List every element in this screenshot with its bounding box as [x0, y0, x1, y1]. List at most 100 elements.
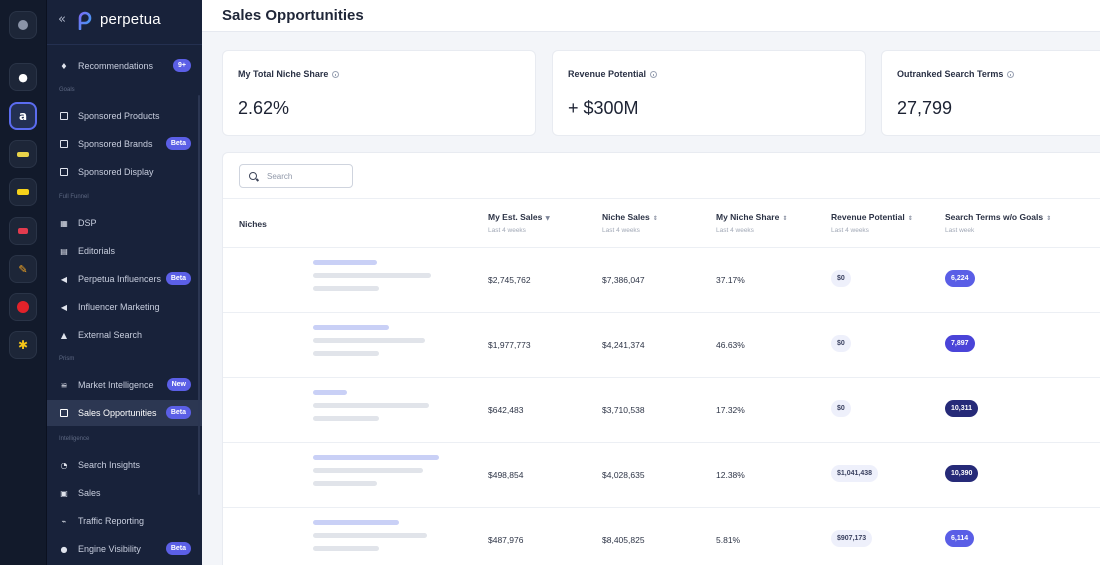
sales-icon: ▣ — [60, 488, 68, 498]
column-header-search-terms[interactable]: Search Terms w/o Goals ⇕ Last week — [945, 212, 1052, 234]
sidebar-item-sponsored-display[interactable]: Sponsored Display — [47, 159, 202, 185]
sidebar-item-engine-visibility[interactable]: ● Engine Visibility Beta — [47, 536, 202, 562]
sidebar-item-sales-opportunities[interactable]: Sales Opportunities Beta — [47, 400, 202, 426]
traffic-icon: ⌁ — [61, 516, 67, 526]
app-rail: ● a ✎ ✱ — [0, 0, 47, 565]
main-content: Sales Opportunities My Total Niche Share… — [202, 0, 1100, 565]
sidebar-item-sponsored-products[interactable]: Sponsored Products — [47, 103, 202, 129]
document-icon: ▤ — [60, 246, 68, 256]
collapse-icon[interactable]: « — [58, 11, 66, 27]
revenue-potential-badge: $0 — [831, 400, 851, 417]
table-header: Niches My Est. Sales ▼ Last 4 weeks Niche … — [223, 198, 1100, 248]
niche-share-cell: 37.17% — [716, 275, 745, 285]
search-terms-badge[interactable]: 7,897 — [945, 335, 975, 352]
display-icon — [59, 167, 69, 177]
sort-icon: ⇕ — [1046, 215, 1052, 222]
search-field[interactable] — [239, 164, 353, 188]
brand-icon — [59, 139, 69, 149]
sidebar: « perpetua ♦ Recommendations 9+ Goals Sp… — [47, 0, 202, 565]
search-icon — [249, 172, 257, 180]
amazon-icon[interactable]: a — [9, 102, 37, 130]
kpi-card-revenue-potential: Revenue Potential + $300M — [552, 50, 866, 136]
table-row[interactable]: $487,976 $8,405,825 5.81% $907,173 6,114 — [223, 508, 1100, 565]
sidebar-item-sponsored-brands[interactable]: Sponsored Brands Beta — [47, 131, 202, 157]
sidebar-item-sales[interactable]: ▣ Sales — [60, 488, 101, 498]
spark-icon[interactable]: ✱ — [9, 331, 37, 359]
card-title: Revenue Potential — [568, 69, 658, 79]
sidebar-item-dsp[interactable]: ▦ DSP — [60, 218, 97, 228]
sidebar-scrollbar[interactable] — [198, 95, 200, 495]
kpi-card-outranked-terms: Outranked Search Terms 27,799 — [881, 50, 1100, 136]
niche-sales-cell: $8,405,825 — [602, 535, 645, 545]
section-label-intelligence: Intelligence — [59, 436, 90, 442]
revenue-potential-badge: $907,173 — [831, 530, 873, 547]
table-row[interactable]: $1,977,773 $4,241,374 46.63% $0 7,897 — [223, 313, 1100, 378]
sidebar-item-traffic-reporting[interactable]: ⌁ Traffic Reporting — [47, 508, 202, 534]
revenue-potential-badge: $1,041,438 — [831, 465, 879, 482]
info-icon[interactable] — [332, 70, 340, 78]
record-icon[interactable] — [9, 293, 37, 321]
niche-share-cell: 12.38% — [716, 470, 745, 480]
niche-name-blurred[interactable] — [313, 520, 427, 559]
sort-icon: ⇕ — [907, 215, 913, 222]
instacart-icon[interactable] — [9, 178, 37, 206]
sort-desc-icon: ▼ — [545, 215, 550, 222]
pin-icon: ● — [60, 544, 68, 554]
column-header-niches[interactable]: Niches — [239, 219, 267, 229]
column-header-revenue-potential[interactable]: Revenue Potential ⇕ Last 4 weeks — [831, 212, 913, 234]
column-header-niche-sales[interactable]: Niche Sales ⇕ Last 4 weeks — [602, 212, 658, 234]
logo-text: perpetua — [99, 10, 161, 28]
sidebar-item-recommendations[interactable]: ♦ Recommendations 9+ — [47, 53, 202, 79]
card-value: + $300M — [568, 98, 639, 118]
niche-name-blurred[interactable] — [313, 325, 425, 364]
table-row[interactable]: $498,854 $4,028,635 12.38% $1,041,438 10… — [223, 443, 1100, 508]
sidebar-item-external-search[interactable]: ▲ External Search — [60, 330, 143, 340]
search-terms-badge[interactable]: 10,311 — [945, 400, 979, 417]
search-terms-badge[interactable]: 6,224 — [945, 270, 975, 287]
walmart-icon[interactable] — [9, 140, 37, 168]
niche-share-cell: 46.63% — [716, 340, 745, 350]
niche-share-cell: 5.81% — [716, 535, 741, 545]
section-label-prism: Prism — [59, 356, 75, 362]
sort-icon: ⇕ — [652, 215, 658, 222]
est-sales-cell: $642,483 — [488, 405, 524, 415]
lightbulb-icon: ♦ — [60, 61, 68, 71]
info-icon[interactable] — [1007, 70, 1015, 78]
insights-icon: ◔ — [60, 460, 68, 470]
search-terms-badge[interactable]: 6,114 — [945, 530, 975, 547]
sidebar-item-influencer-marketing[interactable]: ◀ Influencer Marketing — [60, 302, 160, 312]
arrow-icon: ▲ — [60, 330, 68, 340]
column-header-niche-share[interactable]: My Niche Share ⇕ Last 4 weeks — [716, 212, 788, 234]
card-value: 27,799 — [897, 98, 953, 118]
box-icon — [59, 111, 69, 121]
est-sales-cell: $2,745,762 — [488, 275, 531, 285]
niche-name-blurred[interactable] — [313, 260, 431, 299]
beta-badge: Beta — [165, 542, 191, 555]
table-row[interactable]: $642,483 $3,710,538 17.32% $0 10,311 — [223, 378, 1100, 443]
megaphone-icon: ◀ — [60, 302, 68, 312]
sidebar-item-perpetua-influencers[interactable]: ◀ Perpetua Influencers Beta — [47, 266, 202, 292]
sidebar-item-search-insights[interactable]: ◔ Search Insights — [60, 460, 141, 470]
est-sales-cell: $1,977,773 — [488, 340, 531, 350]
target-icon[interactable] — [9, 217, 37, 245]
brand: « perpetua — [58, 8, 161, 30]
sidebar-item-editorials[interactable]: ▤ Editorials — [60, 246, 116, 256]
opportunity-icon — [59, 408, 69, 418]
settings-icon[interactable] — [9, 11, 37, 39]
column-header-est-sales[interactable]: My Est. Sales ▼ Last 4 weeks — [488, 212, 550, 234]
sidebar-item-market-intelligence[interactable]: ≌ Market Intelligence New — [47, 372, 202, 398]
pen-icon[interactable]: ✎ — [9, 255, 37, 283]
beta-badge: Beta — [165, 406, 191, 419]
niche-name-blurred[interactable] — [313, 390, 429, 429]
section-label-full-funnel: Full Funnel — [59, 194, 89, 200]
search-terms-badge[interactable]: 10,390 — [945, 465, 979, 482]
chart-icon: ≌ — [60, 380, 68, 390]
info-icon[interactable] — [650, 70, 658, 78]
kpi-card-niche-share: My Total Niche Share 2.62% — [222, 50, 536, 136]
search-input[interactable] — [267, 171, 347, 181]
add-icon[interactable]: ● — [9, 63, 37, 91]
niche-name-blurred[interactable] — [313, 455, 439, 494]
table-row[interactable]: $2,745,762 $7,386,047 37.17% $0 6,224 — [223, 248, 1100, 313]
section-label-goals: Goals — [59, 87, 75, 93]
est-sales-cell: $498,854 — [488, 470, 524, 480]
